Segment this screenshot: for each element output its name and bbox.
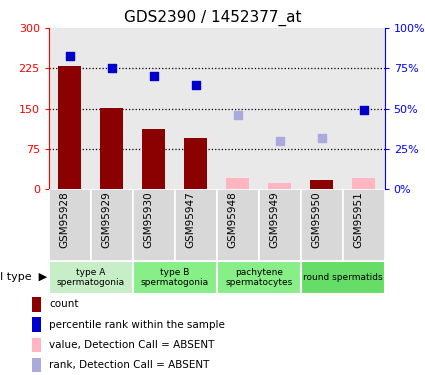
Bar (343, 189, 385, 261)
Bar (268, 183, 291, 189)
Bar (217, 189, 259, 261)
Bar (259, 28, 300, 189)
Bar (133, 261, 217, 294)
Point (276, 138, 283, 144)
Bar (300, 189, 343, 261)
Bar (49, 261, 133, 294)
Text: GSM95928: GSM95928 (60, 192, 70, 248)
Bar (58, 66, 82, 189)
Point (360, 107, 367, 113)
Text: GSM95947: GSM95947 (186, 192, 196, 248)
Bar (217, 261, 300, 294)
Text: count: count (49, 300, 78, 309)
Text: type B
spermatogonia: type B spermatogonia (141, 268, 209, 287)
Text: GSM95949: GSM95949 (270, 192, 280, 248)
Text: GSM95951: GSM95951 (354, 192, 364, 248)
Bar (49, 28, 91, 189)
Text: GDS2390 / 1452377_at: GDS2390 / 1452377_at (124, 9, 301, 26)
Text: GSM95950: GSM95950 (312, 192, 322, 248)
Text: value, Detection Call = ABSENT: value, Detection Call = ABSENT (49, 340, 214, 350)
Bar (32, 317, 41, 332)
Bar (226, 177, 249, 189)
Bar (175, 189, 217, 261)
Text: cell type  ▶: cell type ▶ (0, 273, 47, 282)
Bar (259, 189, 300, 261)
Bar (91, 189, 133, 261)
Bar (133, 189, 175, 261)
Text: GSM95930: GSM95930 (144, 192, 154, 248)
Text: rank, Detection Call = ABSENT: rank, Detection Call = ABSENT (49, 360, 209, 370)
Text: GSM95929: GSM95929 (102, 192, 112, 248)
Text: round spermatids: round spermatids (303, 273, 382, 282)
Bar (352, 177, 375, 189)
Bar (100, 108, 123, 189)
Point (318, 135, 325, 141)
Bar (32, 297, 41, 312)
Bar (49, 189, 91, 261)
Bar (32, 358, 41, 372)
Bar (32, 338, 41, 352)
Bar (300, 261, 385, 294)
Bar (175, 28, 217, 189)
Text: percentile rank within the sample: percentile rank within the sample (49, 320, 225, 330)
Point (234, 112, 241, 118)
Bar (142, 129, 165, 189)
Text: GSM95948: GSM95948 (228, 192, 238, 248)
Bar (217, 28, 259, 189)
Bar (133, 28, 175, 189)
Point (108, 65, 115, 71)
Bar (91, 28, 133, 189)
Text: type A
spermatogonia: type A spermatogonia (57, 268, 125, 287)
Bar (184, 138, 207, 189)
Text: pachytene
spermatocytes: pachytene spermatocytes (225, 268, 292, 287)
Bar (300, 28, 343, 189)
Point (150, 74, 157, 80)
Bar (343, 28, 385, 189)
Point (66, 53, 73, 58)
Point (193, 82, 199, 88)
Bar (310, 180, 333, 189)
